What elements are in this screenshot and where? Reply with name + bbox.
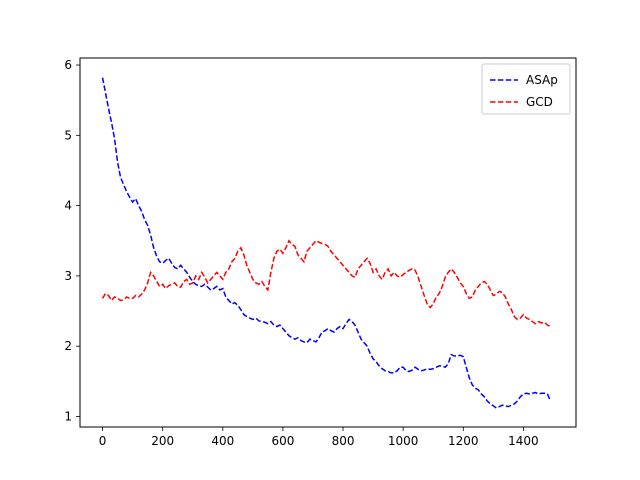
legend-box [481,63,571,115]
x-tick-label: 1000 [388,434,419,448]
x-tick-label: 200 [151,434,174,448]
y-axis: 1 2 3 4 5 6 [64,58,80,423]
series-line-gcd [101,239,551,328]
x-tick-label: 1200 [448,434,479,448]
x-axis: 0 200 400 600 800 1000 1200 1400 [99,427,539,448]
plot-frame [79,57,577,428]
series-line-asap [101,77,552,409]
y-tick-label: 5 [64,128,72,142]
legend-label-asap: ASAp [526,73,558,87]
y-tick-label: 1 [64,409,72,423]
x-tick-label: 600 [271,434,294,448]
x-tick-label: 0 [99,434,107,448]
y-tick-label: 6 [64,58,72,72]
series-layer [101,77,552,409]
x-tick-label: 1400 [508,434,539,448]
y-tick-label: 3 [64,269,72,283]
x-tick-label: 800 [332,434,355,448]
y-tick-label: 4 [64,199,72,213]
plot-area [80,58,576,427]
legend-label-gcd: GCD [526,95,553,109]
legend: ASAp GCD [481,63,571,115]
y-tick-label: 2 [64,339,72,353]
x-tick-label: 400 [211,434,234,448]
